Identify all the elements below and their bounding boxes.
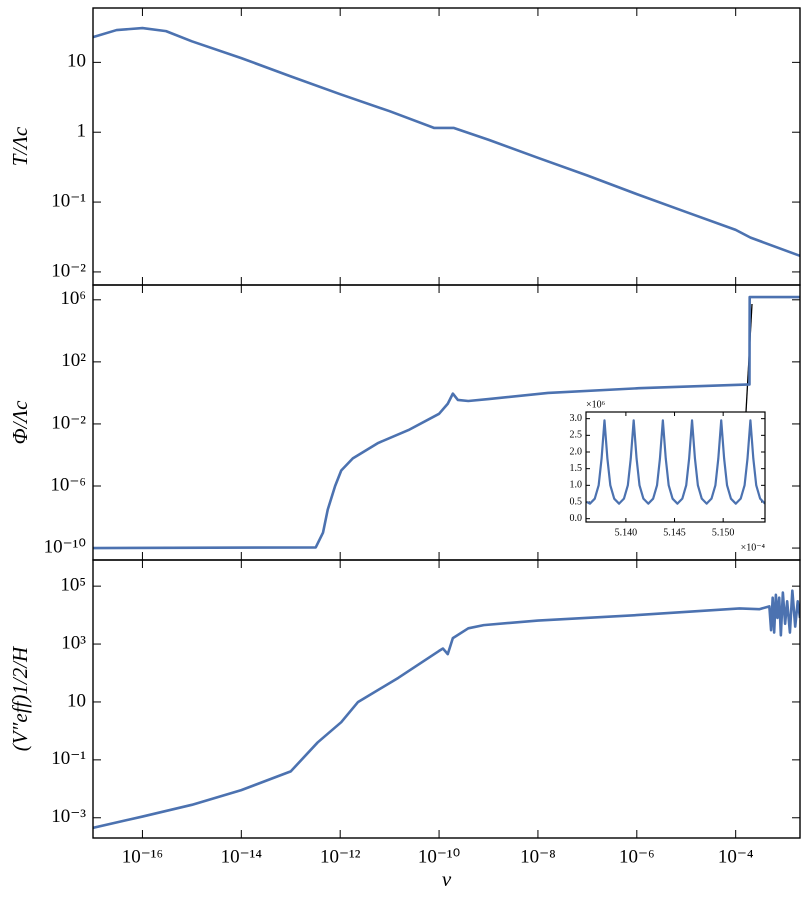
axes-frame xyxy=(585,411,766,523)
y-tick-label: 2.5 xyxy=(570,430,583,441)
x-tick-label: 10⁻¹² xyxy=(320,846,361,867)
y-tick-label: 10³ xyxy=(61,632,86,653)
y-axis-label: (V″eff)1/2/H xyxy=(8,645,32,751)
x-tick-label: 10⁻⁶ xyxy=(619,846,655,867)
y-tick-label: 1.0 xyxy=(570,480,583,491)
data-line xyxy=(93,589,800,830)
axes-frame xyxy=(92,559,801,839)
axes-frame xyxy=(92,7,801,286)
x-tick-label: 10⁻⁴ xyxy=(718,846,754,867)
inset-background xyxy=(586,412,765,522)
y-offset-label: ×10⁶ xyxy=(586,399,606,410)
y-tick-label: 10⁻¹⁰ xyxy=(44,536,86,557)
x-tick-label: 10⁻⁸ xyxy=(520,846,556,867)
x-offset-label: ×10⁻⁴ xyxy=(741,542,766,553)
y-tick-label: 0.5 xyxy=(570,496,583,507)
y-tick-label: 2.0 xyxy=(570,446,583,457)
y-tick-label: 10 xyxy=(67,690,86,711)
data-line xyxy=(586,419,765,505)
x-tick-label: 5.145 xyxy=(663,527,686,538)
y-tick-label: 10⁻⁶ xyxy=(50,474,86,495)
x-axis-label: v xyxy=(442,867,452,891)
y-tick-label: 10⁵ xyxy=(60,575,86,596)
y-tick-label: 10⁻² xyxy=(51,260,86,281)
x-tick-label: 5.150 xyxy=(712,527,735,538)
y-tick-label: 0.0 xyxy=(570,513,583,524)
y-tick-label: 10⁻¹ xyxy=(51,190,86,211)
y-tick-label: 3.0 xyxy=(570,413,583,424)
y-tick-label: 10² xyxy=(61,350,86,371)
y-tick-label: 10 xyxy=(67,51,86,72)
y-tick-label: 1.5 xyxy=(570,463,583,474)
data-line xyxy=(93,295,800,550)
y-tick-label: 10⁶ xyxy=(60,288,86,309)
x-tick-label: 5.140 xyxy=(615,527,638,538)
y-tick-label: 10⁻² xyxy=(51,412,86,433)
x-tick-label: 10⁻¹⁶ xyxy=(122,846,163,867)
y-axis-label: T/Λc xyxy=(8,126,32,166)
y-tick-label: 1 xyxy=(77,121,87,142)
y-tick-label: 10⁻³ xyxy=(51,806,86,827)
y-axis-label: Φ/Λc xyxy=(8,400,32,445)
data-line xyxy=(93,26,800,258)
y-tick-label: 10⁻¹ xyxy=(51,748,86,769)
x-tick-label: 10⁻¹⁴ xyxy=(221,846,263,867)
x-tick-label: 10⁻¹⁰ xyxy=(418,846,460,867)
